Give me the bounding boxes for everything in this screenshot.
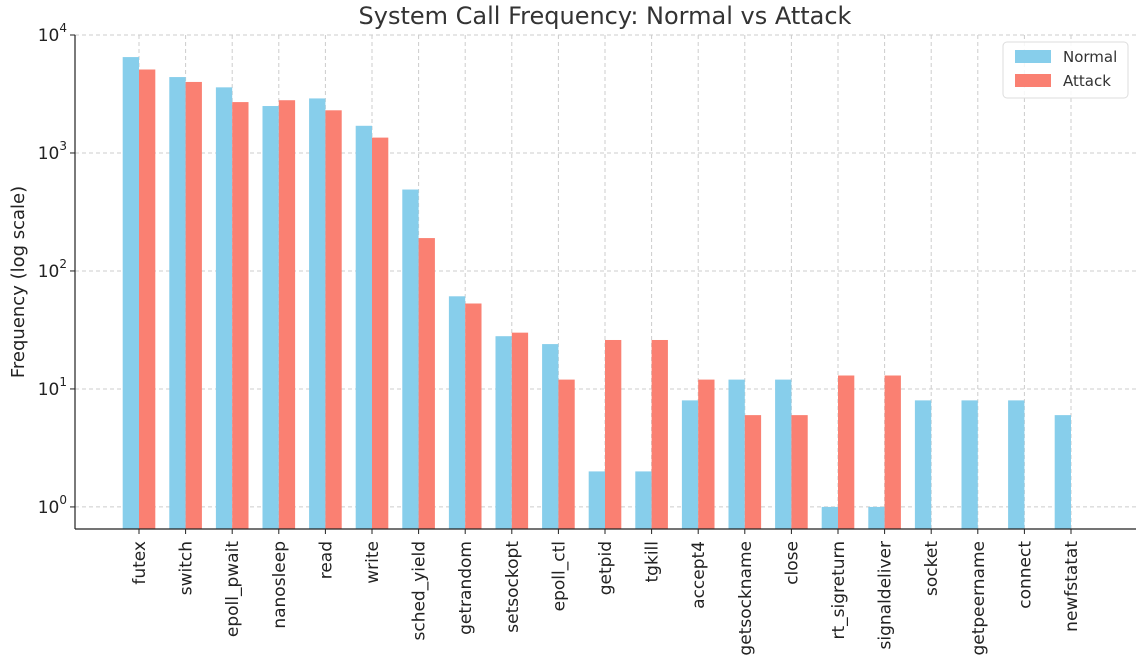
bar-normal-socket [914, 400, 932, 529]
x-tick-label: connect [1015, 541, 1035, 609]
bar-attack-switch [185, 81, 202, 529]
bar-normal-connect [1008, 400, 1025, 529]
bar-attack-sched_yield [418, 238, 435, 529]
x-tick-label: signaldeliver [876, 541, 896, 650]
bar-attack-getpid [605, 339, 622, 529]
y-tick-labels: 100 101 102 103 104 [38, 21, 67, 518]
x-tick-label: accept4 [689, 541, 709, 609]
y-axis-label: Frequency (log scale) [8, 186, 29, 378]
bar-attack-getrandom [465, 303, 482, 529]
bar-normal-futex [122, 57, 139, 530]
bar-normal-setsockopt [495, 336, 512, 529]
bar-normal-getpeername [961, 400, 978, 529]
bar-normal-getsockname [728, 379, 745, 529]
x-tick-label: rt_sigreturn [829, 541, 849, 640]
bar-attack-accept4 [698, 379, 715, 529]
x-tick-label: setsockopt [503, 541, 523, 633]
bar-normal-getrandom [448, 296, 466, 529]
bar-attack-nanosleep [278, 100, 296, 530]
bar-attack-setsockopt [511, 332, 529, 529]
x-tick-label: epoll_ctl [549, 541, 569, 611]
bar-normal-getpid [588, 471, 605, 529]
legend-label-normal: Normal [1063, 48, 1117, 66]
bar-normal-nanosleep [262, 106, 279, 530]
bar-normal-switch [169, 77, 186, 529]
bar-attack-read [325, 110, 342, 529]
bar-normal-signaldeliver [868, 506, 885, 529]
legend-swatch-normal [1015, 50, 1051, 63]
bar-normal-write [355, 125, 372, 529]
x-tick-label: switch [177, 541, 197, 595]
chart-title: System Call Frequency: Normal vs Attack [359, 2, 852, 30]
bars-layer [122, 57, 1071, 530]
y-tick-label: 101 [38, 375, 67, 400]
y-tick-label: 103 [38, 139, 67, 164]
x-tick-label: getpeername [969, 541, 989, 656]
bar-normal-epoll_ctl [542, 344, 559, 529]
bar-attack-write [372, 137, 389, 529]
bar-attack-signaldeliver [884, 375, 901, 529]
bar-attack-epoll_pwait [232, 102, 249, 530]
legend-label-attack: Attack [1063, 72, 1111, 90]
bar-attack-tgkill [651, 339, 668, 529]
bar-attack-close [791, 415, 808, 529]
bar-normal-tgkill [635, 471, 652, 529]
bar-normal-accept4 [681, 400, 699, 529]
x-tick-label: getsockname [736, 541, 756, 656]
y-tick-label: 102 [38, 257, 67, 282]
x-tick-label: tgkill [643, 541, 663, 582]
legend-swatch-attack [1015, 74, 1051, 87]
bar-attack-rt_sigreturn [838, 375, 855, 529]
y-tick-label: 100 [38, 493, 67, 518]
x-tick-label: nanosleep [270, 541, 290, 629]
bar-normal-read [309, 98, 326, 529]
x-tick-label: close [782, 541, 802, 585]
x-tick-label: getrandom [456, 541, 476, 635]
bar-normal-epoll_pwait [215, 87, 233, 529]
legend: Normal Attack [1002, 41, 1129, 99]
bar-attack-epoll_ctl [558, 379, 575, 529]
x-tick-label: newfstatat [1062, 541, 1082, 632]
bar-normal-newfstatat [1054, 415, 1071, 529]
bar-normal-close [775, 379, 792, 529]
x-tick-label: epoll_pwait [223, 541, 243, 637]
bar-attack-futex [139, 69, 156, 529]
x-tick-label: getpid [596, 541, 616, 595]
x-tick-labels: futex switch epoll_pwait nanosleep read write… [130, 541, 1082, 656]
bar-normal-sched_yield [402, 189, 419, 529]
x-tick-label: futex [130, 541, 150, 585]
bar-normal-rt_sigreturn [821, 506, 838, 529]
x-tick-label: write [363, 541, 383, 584]
bar-attack-getsockname [744, 415, 762, 529]
y-tick-label: 104 [38, 21, 67, 46]
x-tick-label: sched_yield [410, 541, 430, 641]
x-tick-label: socket [922, 541, 942, 596]
axes-layer [70, 34, 1136, 534]
x-tick-label: read [316, 541, 336, 579]
